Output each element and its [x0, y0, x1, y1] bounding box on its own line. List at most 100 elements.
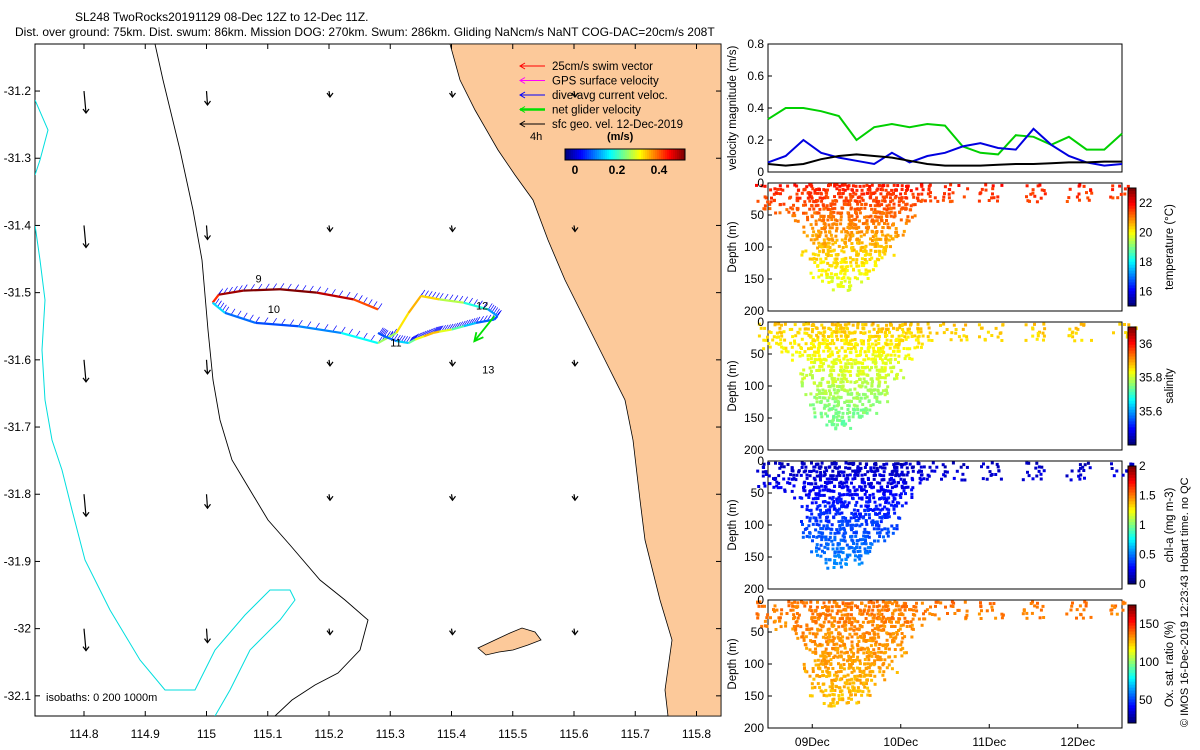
- profile-point: [887, 647, 891, 651]
- profile-point: [811, 667, 815, 670]
- profile-point: [828, 673, 832, 677]
- profile-point: [841, 260, 845, 264]
- profile-point: [900, 324, 904, 328]
- profile-point: [816, 628, 820, 632]
- profile-point: [895, 328, 899, 332]
- profile-point: [845, 678, 849, 682]
- depth-tick-label: 100: [744, 657, 764, 671]
- profile-point: [790, 489, 794, 493]
- glider-track-segment: [487, 308, 499, 318]
- isobath-200m: [154, 44, 369, 716]
- sfc-geo-velocity-arrowhead: [204, 235, 211, 241]
- profile-point: [897, 343, 901, 347]
- profile-point: [893, 353, 897, 357]
- profile-point: [793, 219, 797, 223]
- profile-point: [763, 326, 767, 330]
- profile-point: [872, 327, 876, 331]
- profile-point: [851, 688, 855, 692]
- profile-point: [846, 408, 850, 411]
- profile-point: [855, 546, 858, 549]
- profile-point: [1088, 466, 1092, 470]
- profile-point: [855, 391, 859, 395]
- profile-point: [818, 504, 822, 508]
- profile-point: [883, 490, 886, 494]
- profile-point: [864, 512, 868, 516]
- profile-point: [813, 411, 817, 415]
- profile-point: [844, 422, 848, 426]
- profile-point: [829, 662, 833, 666]
- profile-point: [823, 658, 827, 662]
- profile-point: [798, 327, 802, 331]
- profile-point: [811, 226, 815, 230]
- profile-point: [808, 674, 812, 678]
- profile-point: [853, 381, 857, 384]
- profile-point: [813, 609, 817, 613]
- glider-track-segment: [451, 325, 465, 331]
- profile-point: [864, 520, 868, 523]
- profile-point: [1077, 469, 1081, 473]
- profile-colorbar-frame: [1127, 604, 1137, 724]
- dive-avg-current-vector: [377, 303, 383, 310]
- profile-point: [832, 377, 836, 381]
- colorbar-swatch: [661, 149, 664, 160]
- profile-point: [865, 522, 869, 526]
- profile-point: [817, 234, 821, 238]
- profile-point: [775, 480, 779, 484]
- profile-point: [819, 511, 823, 515]
- profile-point: [842, 369, 846, 373]
- profile-point: [880, 619, 884, 623]
- profile-point: [834, 199, 838, 202]
- profile-point: [945, 328, 949, 331]
- profile-point: [856, 605, 860, 609]
- profile-point: [900, 605, 904, 609]
- profile-point: [1075, 616, 1078, 620]
- profile-point: [831, 689, 835, 692]
- profile-colorbar-swatch: [1128, 702, 1136, 706]
- profile-point: [781, 346, 785, 350]
- profile-point: [902, 486, 906, 490]
- profile-point: [944, 605, 947, 609]
- profile-point: [900, 484, 904, 488]
- dive-avg-current-vector: [338, 290, 344, 297]
- profile-point: [904, 331, 908, 335]
- profile-point: [899, 218, 903, 222]
- profile-colorbar-swatch: [1128, 193, 1136, 198]
- dive-avg-current-vector: [236, 310, 242, 318]
- profile-point: [893, 600, 897, 604]
- profile-point: [875, 512, 879, 516]
- profile-point: [838, 512, 842, 516]
- profile-point: [985, 477, 989, 481]
- profile-point: [845, 400, 849, 403]
- profile-point: [840, 195, 844, 199]
- profile-point: [837, 670, 840, 674]
- profile-point: [842, 623, 846, 627]
- profile-point: [1036, 334, 1040, 338]
- profile-point: [828, 693, 832, 697]
- profile-point: [907, 219, 911, 223]
- colorbar-swatch: [647, 149, 650, 160]
- profile-point: [857, 640, 861, 643]
- dive-avg-current-vector: [345, 291, 351, 299]
- profile-point: [1070, 469, 1074, 473]
- profile-point: [863, 635, 866, 638]
- profile-point: [825, 469, 829, 473]
- profile-point: [835, 187, 839, 191]
- profile-point: [978, 192, 982, 196]
- profile-point: [858, 399, 862, 403]
- profile-point: [837, 414, 841, 418]
- profile-point: [832, 414, 836, 418]
- profile-point: [894, 234, 898, 238]
- profile-point: [877, 489, 881, 493]
- sfc-geo-velocity-arrowhead: [326, 361, 334, 367]
- profile-point: [834, 229, 838, 233]
- profile-colorbar-swatch: [1128, 525, 1136, 529]
- profile-point: [815, 507, 819, 511]
- profile-point: [773, 604, 777, 608]
- profile-point: [837, 694, 841, 697]
- colorbar-swatch: [587, 149, 590, 160]
- profile-point: [777, 342, 781, 346]
- profile-point: [1065, 474, 1069, 478]
- profile-point: [815, 333, 819, 337]
- profile-point: [845, 341, 848, 345]
- profile-point: [806, 357, 810, 361]
